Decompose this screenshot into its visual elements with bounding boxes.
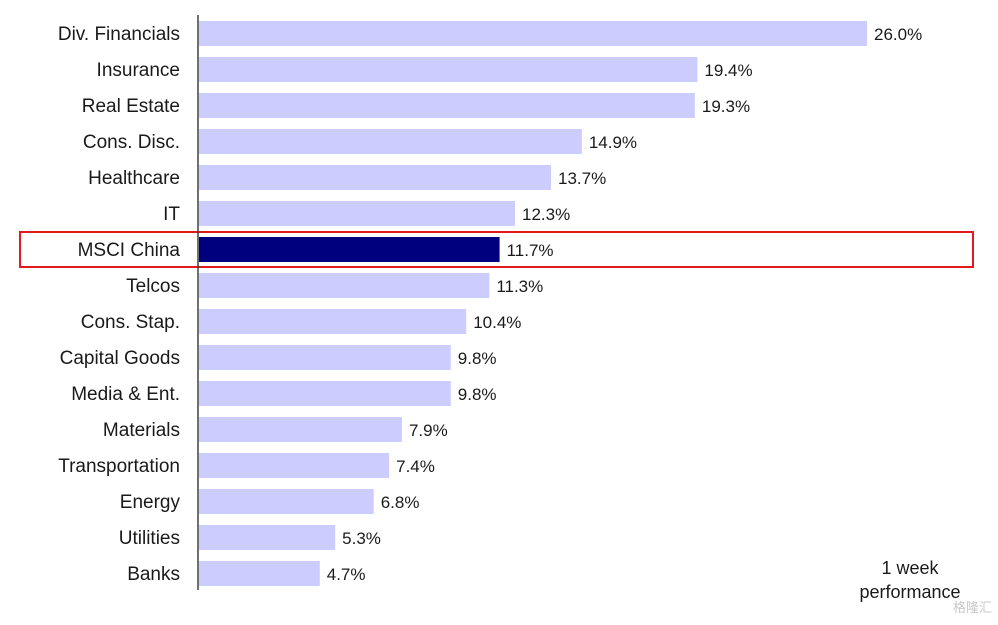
bar-capital-goods [199,345,451,370]
category-label: Cons. Stap. [81,312,180,333]
category-label: Energy [120,492,181,513]
category-label: Transportation [58,456,180,477]
category-label: Banks [127,564,180,585]
category-label: Utilities [119,528,180,549]
category-label: Real Estate [82,96,180,117]
bars-layer: Div. Financials 26.0% Insurance 19.4% Real E… [58,21,922,586]
category-label: Cons. Disc. [83,132,180,153]
bar-banks [199,561,320,586]
annotation-line-2: performance [859,582,960,602]
value-label: 14.9% [589,133,637,152]
category-label: Healthcare [88,168,180,189]
bar-telcos [199,273,490,298]
category-label: Materials [103,420,180,441]
value-label: 9.8% [458,385,497,404]
bar-materials [199,417,402,442]
value-label: 26.0% [874,25,922,44]
bar-it [199,201,516,226]
category-label: Div. Financials [58,24,180,45]
value-label: 6.8% [381,493,420,512]
category-label: Capital Goods [60,348,180,369]
value-label: 4.7% [327,565,366,584]
value-label: 12.3% [522,205,570,224]
bar-healthcare [199,165,551,190]
value-label: 7.4% [396,457,435,476]
category-label: Insurance [97,60,180,81]
value-label: 11.7% [507,241,554,260]
bar-energy [199,489,374,514]
bar-cons-stap [199,309,467,334]
category-label: MSCI China [78,240,181,261]
value-label: 10.4% [473,313,521,332]
bar-insurance [199,57,698,82]
bar-cons-disc [199,129,582,154]
bar-msci-china [199,237,500,262]
value-label: 13.7% [558,169,606,188]
category-label: Telcos [126,276,180,297]
bar-utilities [199,525,336,550]
value-label: 9.8% [458,349,497,368]
bar-div-financials [199,21,867,46]
highlight-box [19,231,974,268]
value-label: 7.9% [409,421,448,440]
value-label: 11.3% [496,277,543,296]
bar-media-ent [199,381,451,406]
category-label: IT [163,204,180,225]
value-label: 5.3% [342,529,381,548]
annotation-line-1: 1 week [881,558,939,578]
bar-transportation [199,453,390,478]
value-label: 19.3% [702,97,750,116]
category-label: Media & Ent. [71,384,180,405]
watermark: 格隆汇 [953,600,992,615]
bar-real-estate [199,93,695,118]
value-label: 19.4% [704,61,752,80]
